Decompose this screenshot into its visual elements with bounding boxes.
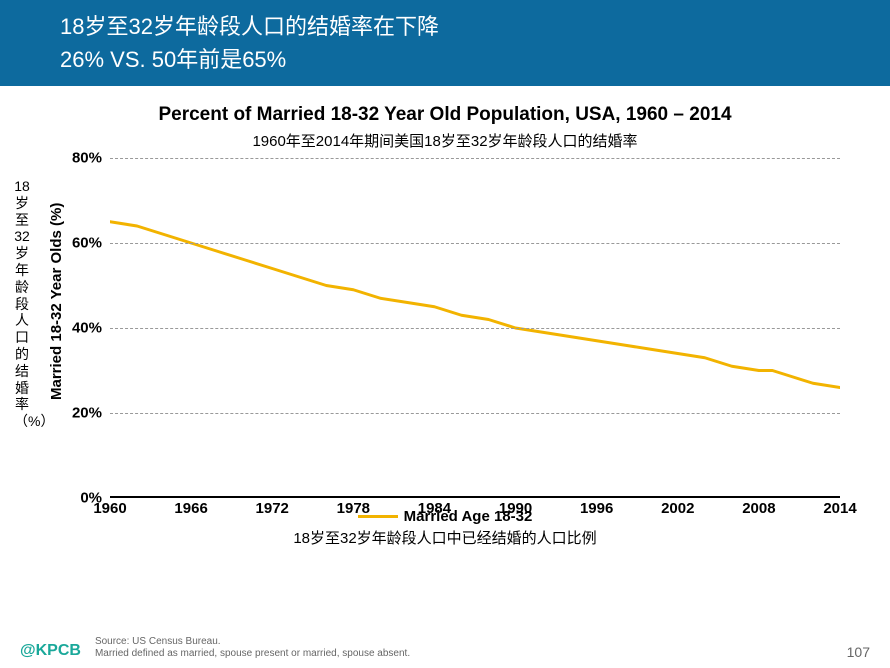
header-line-1: 18岁至32岁年龄段人口的结婚率在下降 [60, 10, 890, 43]
header-line-2: 26% VS. 50年前是65% [60, 43, 890, 76]
chart-area: Percent of Married 18-32 Year Old Popula… [0, 90, 890, 630]
chart-title-cn: 1960年至2014年期间美国18岁至32岁年龄段人口的结婚率 [0, 130, 890, 151]
y-tick-label: 60% [72, 235, 102, 252]
x-axis: 1960196619721978198419901996200220082014 [110, 496, 840, 498]
slide-footer: @KPCB Source: US Census Bureau. Married … [0, 628, 890, 668]
legend: Married Age 18-32 18岁至32岁年龄段人口中已经结婚的人口比例 [0, 505, 890, 548]
y-axis-label-en: Married 18-32 Year Olds (%) [48, 203, 65, 400]
brand-logo-text: @KPCB [20, 642, 81, 660]
gridline [110, 158, 840, 159]
y-tick-label: 40% [72, 320, 102, 337]
plot-region: 1960196619721978198419901996200220082014… [110, 158, 840, 498]
legend-label-cn: 18岁至32岁年龄段人口中已经结婚的人口比例 [0, 527, 890, 548]
legend-swatch [358, 515, 398, 518]
y-tick-label: 20% [72, 405, 102, 422]
gridline [110, 328, 840, 329]
source-line-2: Married defined as married, spouse prese… [95, 648, 410, 660]
y-tick-label: 80% [72, 150, 102, 167]
gridline [110, 243, 840, 244]
y-axis-label-cn: 18岁至32岁年龄段人口的结婚率（%） [14, 178, 30, 430]
source-line-1: Source: US Census Bureau. [95, 636, 410, 648]
y-tick-label: 0% [80, 490, 102, 507]
gridline [110, 413, 840, 414]
chart-title-en: Percent of Married 18-32 Year Old Popula… [0, 104, 890, 126]
legend-label-en: Married Age 18-32 [404, 508, 533, 525]
slide-header: 18岁至32岁年龄段人口的结婚率在下降 26% VS. 50年前是65% [0, 0, 890, 86]
page-number: 107 [847, 644, 870, 660]
